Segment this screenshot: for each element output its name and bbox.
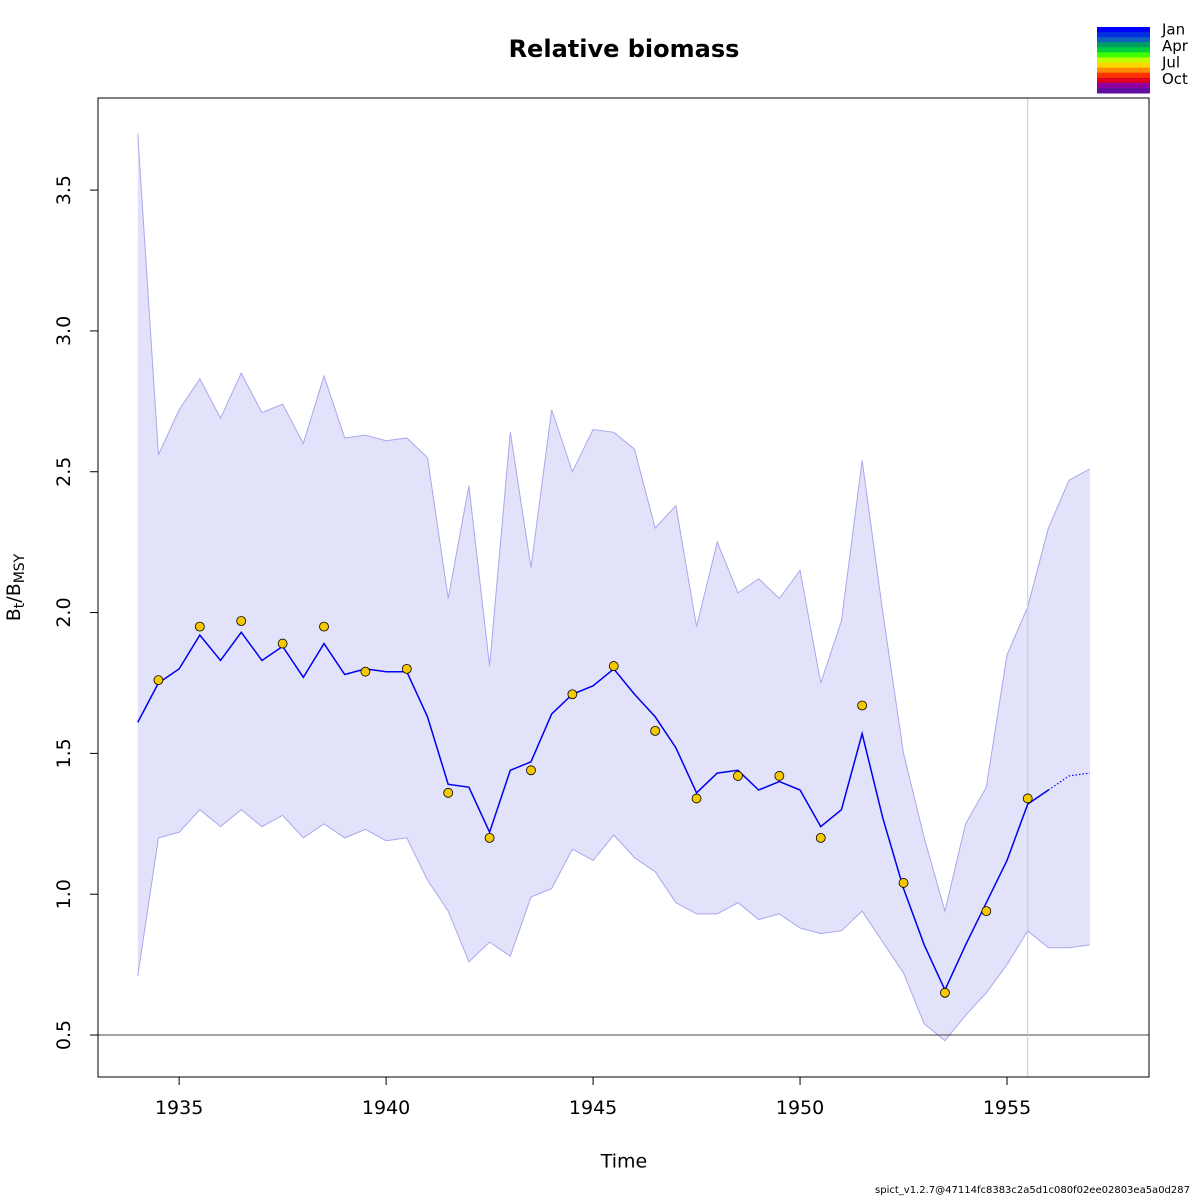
footer: spict_v1.2.7@47114fc8383c2a5d1c080f02ee0…: [875, 1185, 1190, 1196]
y-axis-label-part: t: [12, 602, 28, 608]
color-key-swatch: [1097, 47, 1150, 53]
x-tick-label: 1935: [155, 1097, 203, 1119]
observation-point: [567, 689, 578, 700]
color-key-swatch: [1097, 62, 1150, 69]
observation-point: [443, 787, 454, 798]
biomass-line: [137, 631, 1049, 992]
ci-border: [137, 133, 1091, 914]
y-axis-label-part: B: [3, 608, 25, 621]
color-key-swatch: [1097, 52, 1150, 58]
y-axis-label-part: /B: [3, 583, 25, 602]
color-key-label: Oct: [1162, 70, 1188, 88]
observation-point: [484, 832, 495, 843]
biomass-line: [1048, 772, 1090, 791]
observation-point: [1022, 793, 1033, 804]
x-axis-label: Time: [600, 1151, 648, 1173]
observation-point: [401, 663, 412, 674]
y-axis-label-part: MSY: [12, 553, 28, 583]
y-tick-label: 3.0: [53, 316, 75, 346]
observation-point: [319, 621, 329, 632]
color-key-swatch: [1097, 87, 1150, 94]
observation-point: [898, 878, 909, 888]
chart-title: Relative biomass: [509, 35, 740, 63]
y-tick-label: 2.0: [53, 597, 75, 627]
y-tick-label: 1.0: [53, 879, 75, 909]
observation-point: [940, 987, 950, 998]
x-tick-label: 1950: [776, 1097, 824, 1119]
observation-point: [194, 621, 205, 632]
color-key-label: Apr: [1162, 37, 1189, 55]
color-key-swatch: [1097, 82, 1150, 89]
y-tick-label: 3.5: [53, 175, 75, 205]
y-tick-label: 0.5: [53, 1020, 75, 1050]
observation-point: [236, 616, 247, 626]
ci-border: [137, 809, 1090, 1042]
observation-point: [650, 725, 661, 736]
color-key-swatch: [1097, 27, 1150, 33]
observation-point: [691, 793, 702, 804]
color-key-swatch: [1097, 57, 1150, 64]
observation-point: [608, 661, 619, 671]
observation-point: [360, 666, 371, 677]
color-key-label: Jan: [1161, 21, 1185, 39]
color-key-swatch: [1097, 32, 1150, 38]
ci-band: [137, 133, 1090, 1041]
x-tick-label: 1940: [362, 1097, 410, 1119]
observation-point: [857, 700, 868, 711]
observation-point: [277, 638, 288, 649]
y-tick-label: 1.5: [53, 738, 75, 768]
y-tick-label: 2.5: [53, 457, 75, 487]
color-key-swatch: [1097, 77, 1150, 84]
color-key-swatch: [1097, 67, 1150, 74]
observation-point: [153, 675, 164, 686]
color-key-swatch: [1097, 42, 1150, 48]
x-tick-label: 1955: [983, 1097, 1031, 1119]
plot-frame: [97, 97, 1150, 1078]
observation-point: [733, 771, 743, 781]
color-key-label: Jul: [1161, 54, 1180, 72]
observation-point: [774, 771, 785, 781]
color-key-swatch: [1097, 37, 1150, 43]
color-key-swatch: [1097, 72, 1150, 79]
y-axis-label: Bt/BMSY: [3, 553, 28, 621]
observation-point: [815, 832, 826, 843]
x-tick-label: 1945: [569, 1097, 617, 1119]
observation-point: [526, 765, 536, 776]
observation-point: [981, 906, 992, 917]
